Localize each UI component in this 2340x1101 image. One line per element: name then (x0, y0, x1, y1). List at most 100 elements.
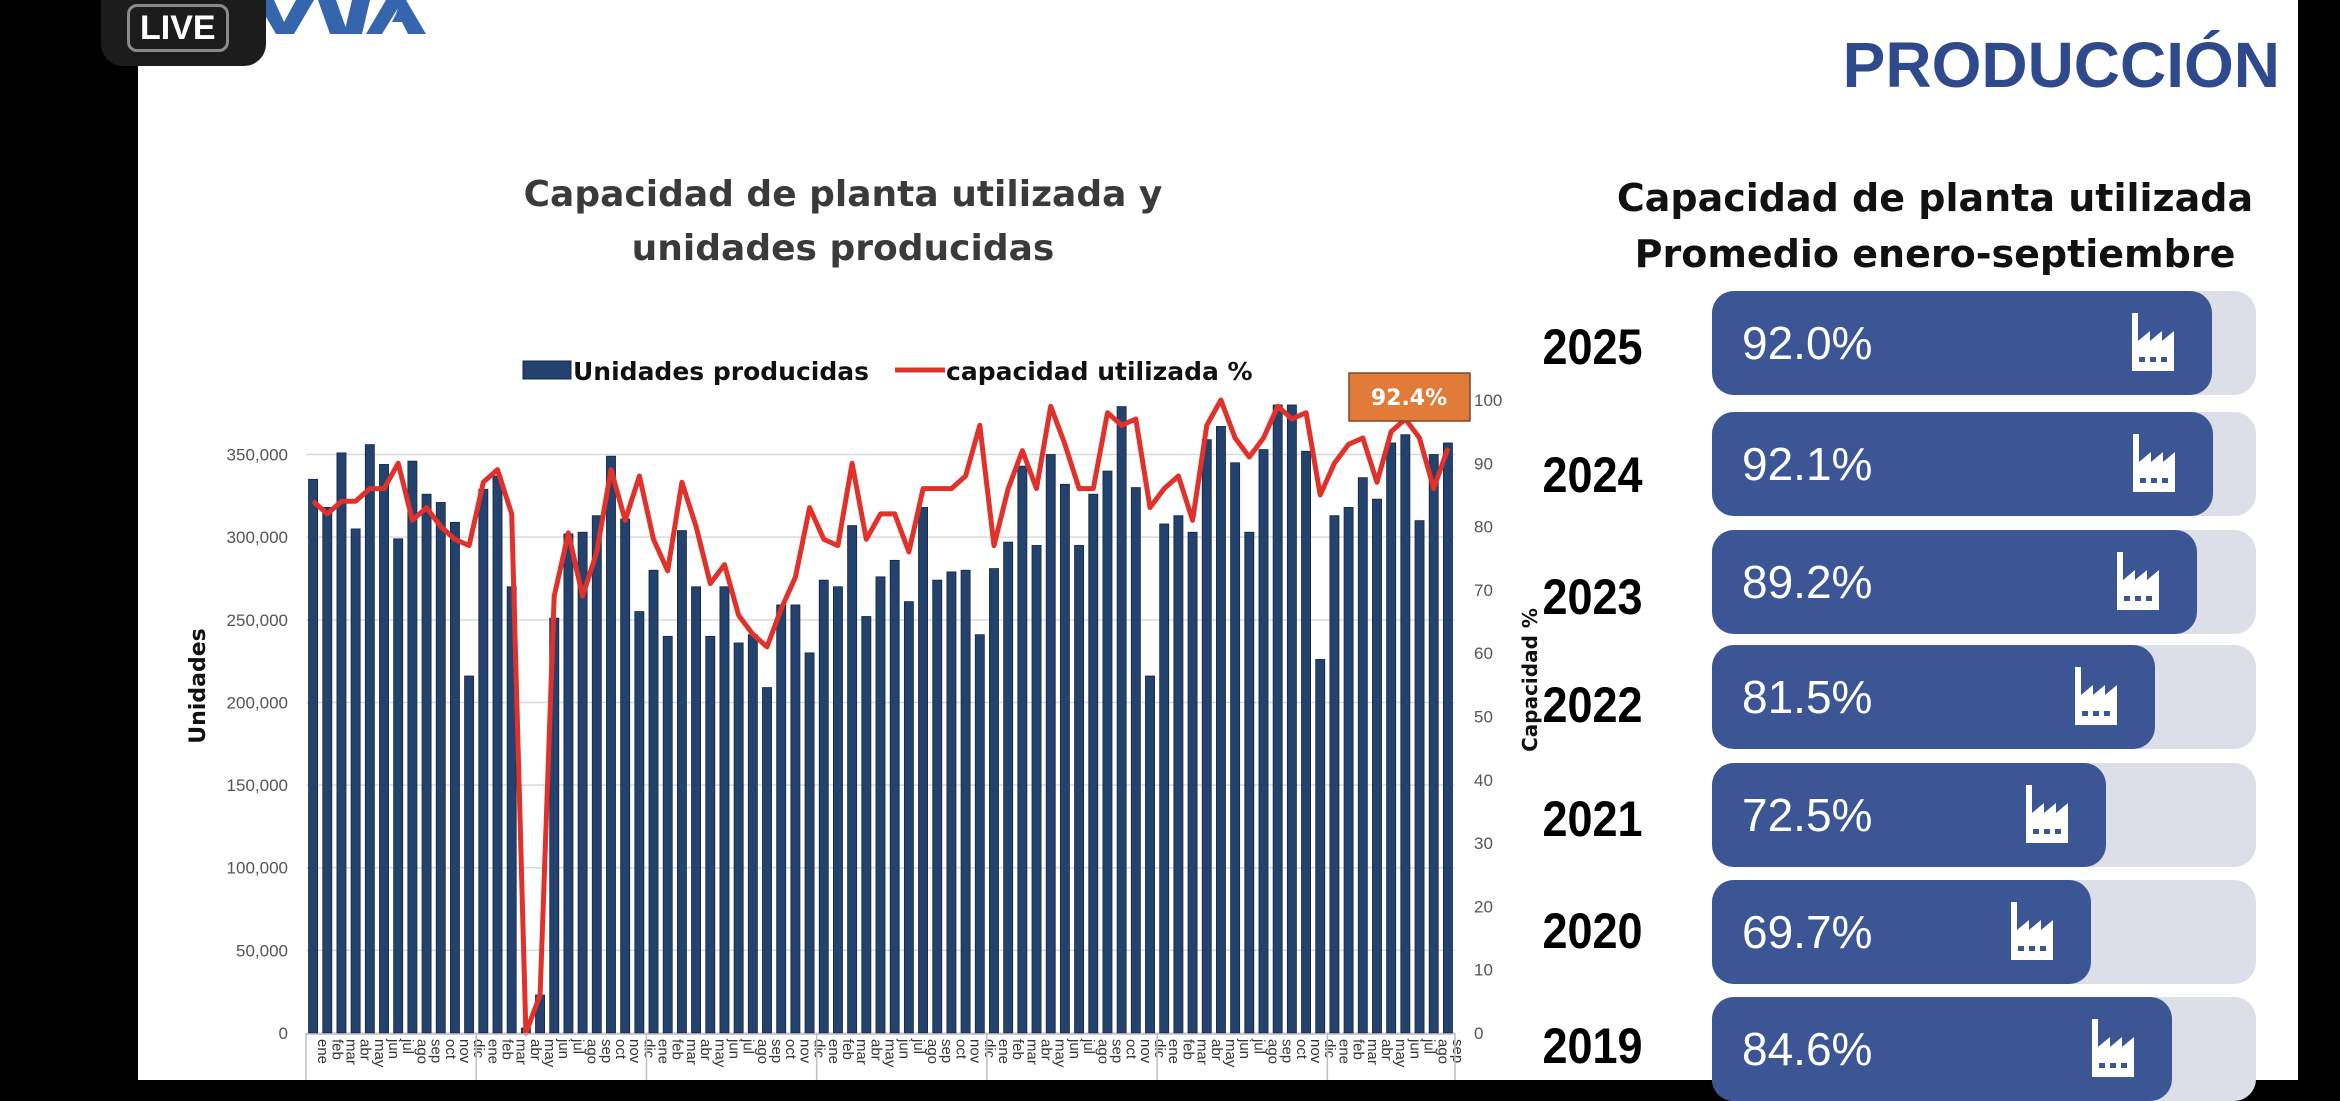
units-bar (706, 636, 715, 1033)
year-label: 2024 (1523, 446, 1663, 504)
units-bar (1018, 466, 1027, 1033)
year-label: 2021 (1523, 790, 1663, 848)
units-bar (890, 560, 899, 1033)
units-bar (720, 587, 729, 1033)
units-bar (975, 635, 984, 1033)
units-bar (408, 461, 417, 1033)
capacity-value: 72.5% (1742, 763, 1872, 867)
units-bar (1004, 542, 1013, 1033)
units-bar (663, 636, 672, 1033)
units-bar (1089, 494, 1098, 1033)
y-tick-label: 50,000 (236, 941, 288, 960)
y-tick-label: 300,000 (227, 528, 288, 547)
units-bar (1302, 451, 1311, 1033)
units-bar (1287, 405, 1296, 1033)
units-bar (351, 529, 360, 1033)
y-tick-label: 200,000 (227, 693, 288, 712)
units-bar (933, 580, 942, 1033)
units-bar (1216, 426, 1225, 1033)
units-bar (1103, 471, 1112, 1033)
panel-title-line-1: Capacidad de planta utilizada (1585, 170, 2285, 226)
y-axis-title: Unidades (186, 628, 211, 743)
y2-tick-label: 40 (1474, 771, 1493, 790)
factory-icon (2011, 902, 2053, 960)
units-bar (1060, 484, 1069, 1033)
y2-tick-label: 70 (1474, 581, 1493, 600)
legend-bar-swatch (523, 361, 571, 379)
units-bar (337, 453, 346, 1033)
capacity-bar-track: 72.5% (1712, 763, 2256, 867)
units-bar (578, 532, 587, 1033)
units-bar (1429, 455, 1438, 1033)
units-bar (1231, 463, 1240, 1033)
y2-tick-label: 10 (1474, 961, 1493, 980)
year-label: 2023 (1523, 568, 1663, 626)
units-bar (365, 445, 374, 1033)
y2-tick-label: 50 (1474, 708, 1493, 727)
units-bar (734, 643, 743, 1033)
units-bar (1372, 499, 1381, 1033)
units-bar (465, 676, 474, 1033)
units-bar (621, 519, 630, 1033)
y2-tick-label: 20 (1474, 897, 1493, 916)
factory-icon (2132, 313, 2174, 371)
units-bar (989, 569, 998, 1033)
capacity-bar-track: 84.6% (1712, 997, 2256, 1101)
units-bar (394, 539, 403, 1033)
units-bar (1415, 521, 1424, 1033)
y-tick-label: 250,000 (227, 611, 288, 630)
units-bar (1344, 507, 1353, 1033)
y2-tick-label: 90 (1474, 454, 1493, 473)
units-bar (1387, 443, 1396, 1033)
capacity-bar-fill: 92.0% (1712, 291, 2212, 395)
units-bar (748, 635, 757, 1033)
units-bar (848, 526, 857, 1033)
year-label: 2025 (1523, 318, 1663, 376)
panel-title: Capacidad de planta utilizada Promedio e… (1585, 170, 2285, 282)
units-bar (876, 577, 885, 1033)
y2-tick-label: 100 (1474, 391, 1502, 410)
units-bar (1330, 516, 1339, 1033)
units-bar (677, 531, 686, 1033)
units-bar (606, 456, 615, 1033)
factory-icon (2117, 552, 2159, 610)
factory-icon (2133, 434, 2175, 492)
units-bar (436, 502, 445, 1033)
units-bar (961, 570, 970, 1033)
units-bar (1245, 532, 1254, 1033)
units-bar (450, 522, 459, 1033)
factory-icon (2026, 785, 2068, 843)
y-tick-label: 350,000 (227, 446, 288, 465)
capacity-value: 81.5% (1742, 645, 1872, 749)
units-bar (1160, 524, 1169, 1033)
capacity-bar-fill: 92.1% (1712, 412, 2213, 516)
units-bar (564, 534, 573, 1033)
y2-tick-label: 60 (1474, 644, 1493, 663)
units-bar (379, 464, 388, 1033)
y2-tick-label: 30 (1474, 834, 1493, 853)
units-bar (1032, 545, 1041, 1033)
capacity-bar-track: 89.2% (1712, 530, 2256, 634)
units-bar (1316, 659, 1325, 1033)
year-label: 2022 (1523, 676, 1663, 734)
y-tick-label: 100,000 (227, 859, 288, 878)
units-bar (592, 516, 601, 1033)
capacity-value: 84.6% (1742, 997, 1872, 1101)
panel-title-line-2: Promedio enero-septiembre (1585, 226, 2285, 282)
y2-tick-label: 0 (1474, 1024, 1483, 1043)
units-bar (1174, 516, 1183, 1033)
legend-units-label: Unidades producidas (573, 357, 869, 386)
legend-capacity-label: capacidad utilizada % (946, 357, 1253, 386)
y-tick-label: 150,000 (227, 776, 288, 795)
page-title: PRODUCCIÓN (1780, 28, 2280, 102)
units-bar (1273, 405, 1282, 1033)
units-bar (862, 617, 871, 1033)
callout-label: 92.4% (1371, 386, 1447, 411)
factory-icon (2092, 1019, 2134, 1077)
units-bar (1046, 455, 1055, 1033)
units-bar (919, 507, 928, 1033)
units-bar (309, 479, 318, 1033)
units-bar (777, 605, 786, 1033)
x-month-label: sep (1449, 1039, 1466, 1063)
units-bar (1117, 407, 1126, 1033)
